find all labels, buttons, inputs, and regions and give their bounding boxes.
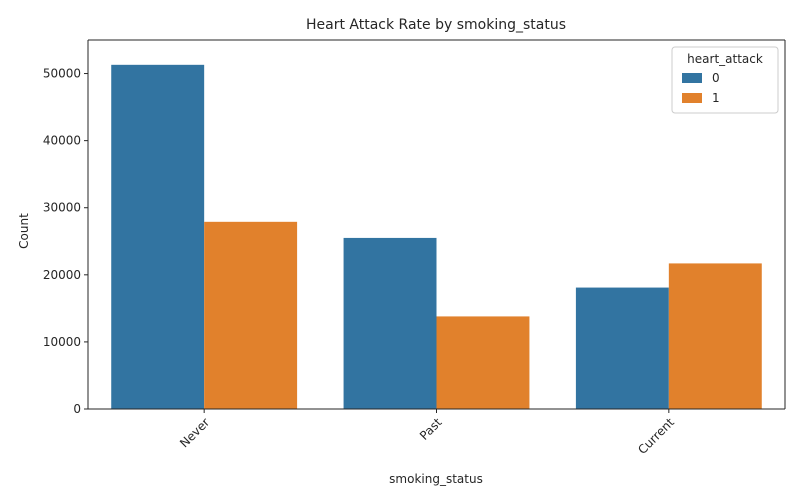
y-axis-label: Count [17, 213, 31, 249]
bar-never-series-1 [204, 221, 298, 409]
y-tick-label: 40000 [43, 134, 81, 148]
bar-never-series-0 [111, 64, 205, 409]
legend-swatch-0 [682, 73, 702, 83]
y-tick-label: 20000 [43, 268, 81, 282]
legend-title: heart_attack [687, 52, 763, 66]
x-tick-label-current: Current [635, 415, 677, 457]
legend-swatch-1 [682, 93, 702, 103]
y-tick-label: 0 [73, 402, 81, 416]
bar-current-series-0 [575, 287, 669, 409]
chart-title: Heart Attack Rate by smoking_status [306, 17, 566, 33]
y-tick-label: 50000 [43, 67, 81, 81]
legend-label-0: 0 [712, 71, 720, 85]
bar-current-series-1 [668, 263, 762, 409]
x-tick-label-never: Never [177, 415, 212, 450]
bar-past-series-0 [343, 237, 437, 409]
x-tick-label-past: Past [417, 415, 445, 443]
legend: heart_attack 0 1 [671, 46, 779, 114]
legend-label-1: 1 [712, 91, 720, 105]
bars-layer [111, 64, 762, 409]
y-tick-label: 10000 [43, 335, 81, 349]
y-tick-label: 30000 [43, 201, 81, 215]
bar-past-series-1 [436, 316, 530, 409]
x-axis-label: smoking_status [389, 472, 483, 486]
